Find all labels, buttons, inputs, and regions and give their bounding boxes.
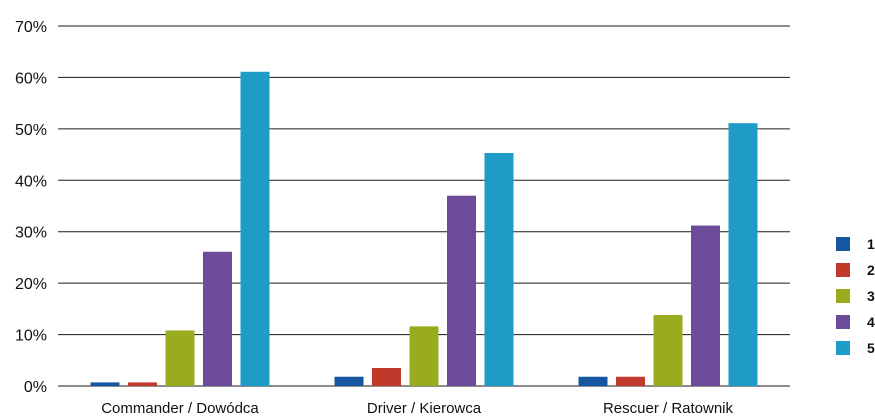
x-category-label: Driver / Kierowca [367, 400, 482, 417]
legend-swatch-2 [836, 263, 850, 277]
y-tick-label: 70% [15, 19, 47, 36]
bar-series-1-cat-2 [334, 376, 364, 386]
bar-series-1-cat-1 [90, 382, 120, 386]
legend: 1 2 3 4 5 [836, 236, 875, 356]
bar-series-4-cat-3 [691, 225, 720, 386]
bar-series-4-cat-2 [447, 195, 476, 386]
bar-series-2-cat-1 [128, 382, 157, 386]
y-axis: 0% 10% 20% 30% 40% 50% 60% 70% [15, 19, 47, 396]
legend-swatch-3 [836, 289, 850, 303]
legend-swatch-5 [836, 341, 850, 355]
y-tick-label: 30% [15, 225, 47, 242]
bars [90, 71, 758, 387]
bar-series-5-cat-2 [484, 153, 514, 386]
legend-label: 4 [867, 314, 875, 330]
y-tick-label: 0% [24, 379, 47, 396]
x-category-label: Rescuer / Ratownik [603, 400, 734, 417]
y-tick-label: 20% [15, 276, 47, 293]
y-tick-label: 40% [15, 173, 47, 190]
y-tick-label: 60% [15, 70, 47, 87]
y-tick-label: 10% [15, 328, 47, 345]
bar-series-2-cat-2 [372, 368, 401, 386]
legend-label: 5 [867, 340, 875, 356]
bar-series-3-cat-2 [409, 326, 439, 386]
legend-swatch-1 [836, 237, 850, 251]
legend-label: 2 [867, 262, 875, 278]
bar-series-5-cat-1 [240, 71, 270, 387]
legend-label: 3 [867, 288, 875, 304]
bar-series-2-cat-3 [616, 376, 645, 386]
bar-series-3-cat-1 [165, 330, 195, 386]
legend-label: 1 [867, 236, 875, 252]
bar-series-4-cat-1 [203, 251, 232, 386]
y-tick-label: 50% [15, 122, 47, 139]
bar-series-3-cat-3 [653, 315, 683, 386]
x-category-label: Commander / Dowódca [101, 400, 259, 417]
legend-swatch-4 [836, 315, 850, 329]
x-axis: Commander / Dowódca Driver / Kierowca Resc… [101, 400, 733, 417]
bar-series-1-cat-3 [578, 376, 608, 386]
bar-series-5-cat-3 [728, 123, 758, 386]
